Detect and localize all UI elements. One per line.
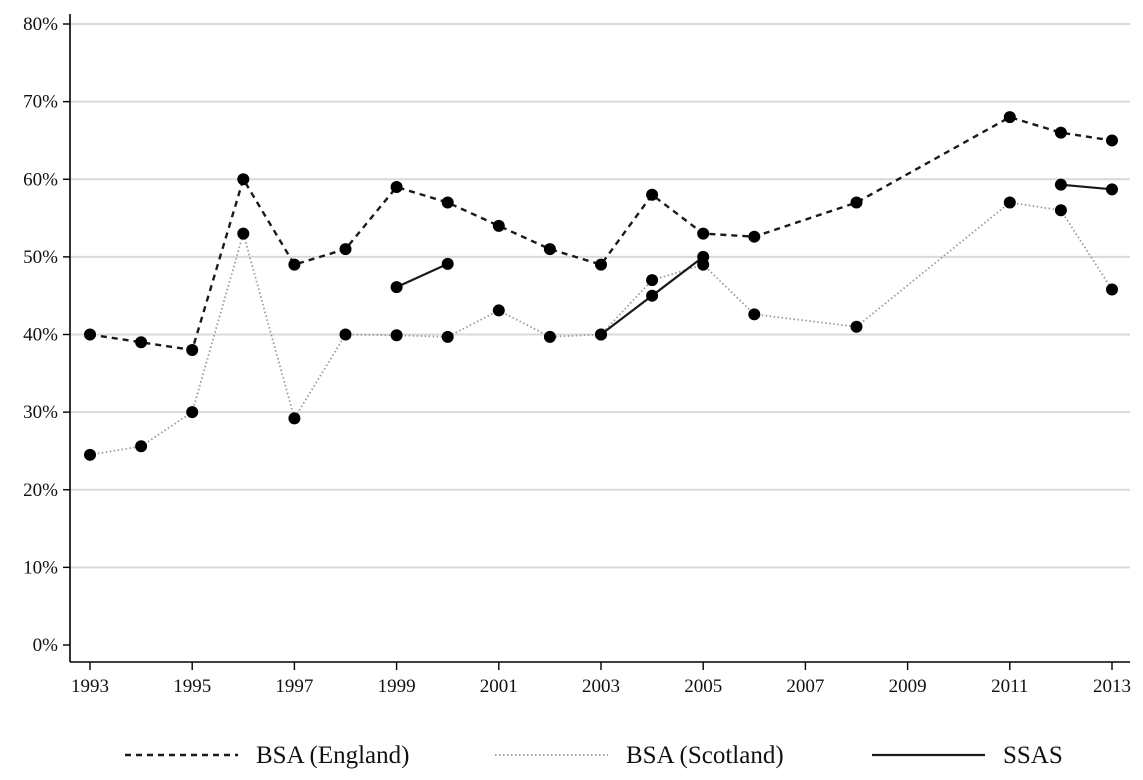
y-tick-label: 60% — [23, 169, 58, 190]
point-bsa-england-2002 — [543, 243, 556, 256]
y-tick-label: 0% — [33, 635, 59, 656]
point-bsa-england-2006 — [748, 230, 761, 243]
legend-item-bsa-scotland: BSA (Scotland) — [495, 742, 784, 769]
x-tick-label: 1995 — [173, 676, 211, 697]
point-bsa-scotland-2012 — [1054, 204, 1067, 217]
point-bsa-england-2001 — [492, 219, 505, 232]
point-ssas-2004 — [646, 289, 659, 302]
point-bsa-scotland-2006 — [748, 308, 761, 321]
point-bsa-scotland-2002 — [543, 330, 556, 343]
legend-label-ssas: SSAS — [1003, 742, 1063, 769]
point-ssas-2013 — [1106, 183, 1118, 196]
grid-lines — [70, 23, 1130, 569]
point-bsa-england-2012 — [1054, 126, 1067, 139]
point-ssas-2000 — [441, 257, 454, 270]
x-tick-label: 2009 — [889, 676, 927, 697]
y-tick-label: 20% — [23, 480, 58, 501]
point-bsa-scotland-2013 — [1106, 283, 1118, 296]
point-bsa-england-2013 — [1106, 134, 1118, 147]
legend-item-ssas: SSAS — [872, 742, 1063, 769]
point-bsa-scotland-1997 — [288, 412, 301, 425]
x-tick-label: 1997 — [275, 676, 313, 697]
x-tick-label: 2001 — [480, 676, 518, 697]
point-bsa-england-2000 — [441, 196, 454, 209]
x-tick-label: 2005 — [684, 676, 722, 697]
y-tick-label: 40% — [23, 325, 58, 346]
point-bsa-scotland-2011 — [1003, 196, 1016, 209]
x-tick-label: 2007 — [786, 676, 824, 697]
x-tick-labels: 1993 1995 1997 1999 2001 2003 2005 2007 2009 2011… — [71, 676, 1131, 697]
point-ssas-2003 — [595, 328, 607, 341]
legend-label-bsa-scotland: BSA (Scotland) — [626, 742, 784, 769]
legend: BSA (England) BSA (Scotland) SSAS — [125, 742, 1063, 769]
x-tick-label: 1993 — [71, 676, 109, 697]
point-bsa-england-2011 — [1003, 111, 1016, 124]
series-line-bsa-scotland — [89, 201, 1113, 456]
x-tick-label: 1999 — [378, 676, 416, 697]
point-bsa-scotland-1995 — [186, 406, 199, 419]
point-bsa-scotland-1993 — [84, 448, 96, 461]
y-tick-label: 70% — [23, 92, 58, 113]
point-bsa-england-2008 — [850, 196, 863, 209]
y-tick-label: 30% — [23, 402, 58, 423]
point-ssas-2005 — [697, 250, 710, 263]
y-tick-label: 10% — [23, 557, 58, 578]
x-tick-label: 2011 — [991, 676, 1028, 697]
point-bsa-scotland-1996 — [237, 227, 250, 240]
point-bsa-scotland-2004 — [646, 274, 659, 287]
point-bsa-england-2003 — [595, 258, 607, 271]
point-bsa-england-1994 — [135, 336, 148, 349]
point-bsa-england-1993 — [84, 328, 96, 341]
point-bsa-scotland-2001 — [492, 304, 505, 317]
series-line-bsa-england — [89, 115, 1113, 352]
series-markers — [84, 111, 1118, 461]
series-line-ssas — [396, 262, 449, 289]
y-tick-label: 80% — [23, 14, 58, 35]
y-tick-labels: 0% 10% 20% 30% 40% 50% 60% 70% 80% — [23, 14, 58, 656]
point-bsa-england-1996 — [237, 173, 250, 186]
x-tick-label: 2003 — [582, 676, 620, 697]
y-tick-label: 50% — [23, 247, 58, 268]
point-bsa-england-1995 — [186, 344, 199, 357]
point-ssas-2012 — [1054, 178, 1067, 191]
point-bsa-england-1997 — [288, 258, 301, 271]
point-bsa-england-2004 — [646, 188, 659, 201]
x-tick-label: 2013 — [1093, 676, 1131, 697]
point-bsa-england-2005 — [697, 227, 710, 240]
series-lines — [89, 115, 1113, 456]
legend-label-bsa-england: BSA (England) — [256, 742, 409, 769]
point-bsa-scotland-1999 — [390, 329, 403, 342]
point-bsa-scotland-2008 — [850, 320, 863, 333]
axes — [63, 14, 1130, 670]
point-bsa-england-1998 — [339, 243, 352, 256]
series-line-ssas — [1060, 183, 1113, 191]
point-ssas-1999 — [390, 281, 403, 294]
legend-item-bsa-england: BSA (England) — [125, 742, 409, 769]
point-bsa-scotland-1994 — [135, 440, 148, 453]
point-bsa-scotland-1998 — [339, 328, 352, 341]
point-bsa-england-1999 — [390, 181, 403, 194]
point-bsa-scotland-2000 — [441, 330, 454, 343]
